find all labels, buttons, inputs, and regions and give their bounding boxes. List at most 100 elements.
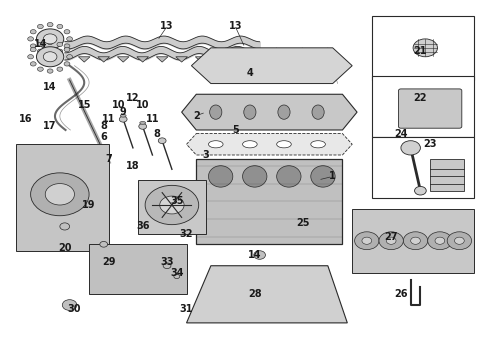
FancyBboxPatch shape xyxy=(196,158,343,244)
Text: 5: 5 xyxy=(232,125,239,135)
Circle shape xyxy=(37,67,43,71)
Circle shape xyxy=(413,39,438,57)
Ellipse shape xyxy=(278,105,290,119)
Text: 14: 14 xyxy=(248,250,262,260)
Text: 22: 22 xyxy=(414,93,427,103)
Polygon shape xyxy=(98,57,110,62)
Circle shape xyxy=(362,237,372,244)
Polygon shape xyxy=(78,57,90,62)
Text: 8: 8 xyxy=(154,129,161,139)
Ellipse shape xyxy=(208,166,233,187)
Polygon shape xyxy=(196,57,207,62)
Text: 9: 9 xyxy=(120,107,126,117)
Text: 18: 18 xyxy=(126,161,140,171)
Text: 6: 6 xyxy=(100,132,107,142)
Text: 11: 11 xyxy=(102,114,115,124)
Bar xyxy=(372,137,474,198)
Circle shape xyxy=(64,44,70,48)
Polygon shape xyxy=(182,94,357,130)
Text: 10: 10 xyxy=(136,100,149,110)
Circle shape xyxy=(30,48,36,52)
Polygon shape xyxy=(138,180,206,234)
Circle shape xyxy=(435,237,445,244)
Text: 30: 30 xyxy=(68,303,81,314)
Text: 12: 12 xyxy=(126,93,140,103)
Text: 10: 10 xyxy=(112,100,125,110)
Circle shape xyxy=(37,49,43,53)
Text: 21: 21 xyxy=(414,46,427,57)
Polygon shape xyxy=(89,244,187,294)
Text: 31: 31 xyxy=(180,303,193,314)
Bar xyxy=(372,16,474,80)
Circle shape xyxy=(62,300,77,310)
Ellipse shape xyxy=(244,105,256,119)
Polygon shape xyxy=(192,48,352,84)
Text: 14: 14 xyxy=(43,82,57,92)
Text: 20: 20 xyxy=(58,243,72,253)
Circle shape xyxy=(145,185,199,225)
Polygon shape xyxy=(137,57,148,62)
Text: 23: 23 xyxy=(423,139,437,149)
Circle shape xyxy=(67,55,73,59)
Circle shape xyxy=(401,141,420,155)
Polygon shape xyxy=(117,57,129,62)
Circle shape xyxy=(28,37,33,41)
Circle shape xyxy=(57,49,63,53)
Text: 13: 13 xyxy=(228,21,242,31)
Circle shape xyxy=(174,274,180,279)
Circle shape xyxy=(415,186,426,195)
Ellipse shape xyxy=(243,141,257,148)
Circle shape xyxy=(403,232,428,249)
Ellipse shape xyxy=(243,166,267,187)
Circle shape xyxy=(37,42,43,46)
Text: 7: 7 xyxy=(105,154,112,163)
Ellipse shape xyxy=(311,166,335,187)
Text: 16: 16 xyxy=(19,114,32,124)
Ellipse shape xyxy=(120,114,126,117)
Circle shape xyxy=(411,237,420,244)
Text: 17: 17 xyxy=(43,121,57,131)
Circle shape xyxy=(47,69,53,73)
Ellipse shape xyxy=(311,141,325,148)
Bar xyxy=(372,76,474,137)
Text: 24: 24 xyxy=(394,129,408,139)
Circle shape xyxy=(37,24,43,29)
Circle shape xyxy=(30,62,36,66)
Text: 8: 8 xyxy=(100,121,107,131)
Text: 15: 15 xyxy=(77,100,91,110)
Text: 28: 28 xyxy=(248,289,262,299)
Circle shape xyxy=(158,138,166,144)
Circle shape xyxy=(43,34,57,44)
Text: 34: 34 xyxy=(170,268,184,278)
Polygon shape xyxy=(244,57,256,62)
Circle shape xyxy=(36,47,64,67)
Text: 33: 33 xyxy=(160,257,174,267)
Text: 14: 14 xyxy=(34,39,47,49)
Circle shape xyxy=(30,173,89,216)
Text: 32: 32 xyxy=(180,229,193,239)
Circle shape xyxy=(47,22,53,27)
Text: 1: 1 xyxy=(329,171,336,181)
Circle shape xyxy=(36,29,64,49)
Circle shape xyxy=(119,116,127,122)
Circle shape xyxy=(447,232,471,249)
Ellipse shape xyxy=(277,141,291,148)
Circle shape xyxy=(355,232,379,249)
Text: 25: 25 xyxy=(297,218,310,228)
Ellipse shape xyxy=(277,166,301,187)
Circle shape xyxy=(379,232,403,249)
Polygon shape xyxy=(187,266,347,323)
Text: 36: 36 xyxy=(136,221,149,231)
Circle shape xyxy=(386,237,396,244)
Circle shape xyxy=(45,184,74,205)
Polygon shape xyxy=(176,57,188,62)
FancyBboxPatch shape xyxy=(430,158,464,191)
Circle shape xyxy=(428,232,452,249)
Circle shape xyxy=(455,237,464,244)
Text: 35: 35 xyxy=(170,197,184,206)
Circle shape xyxy=(57,24,63,29)
Circle shape xyxy=(160,196,184,214)
Ellipse shape xyxy=(210,105,222,119)
Ellipse shape xyxy=(140,121,146,124)
Text: 13: 13 xyxy=(160,21,174,31)
